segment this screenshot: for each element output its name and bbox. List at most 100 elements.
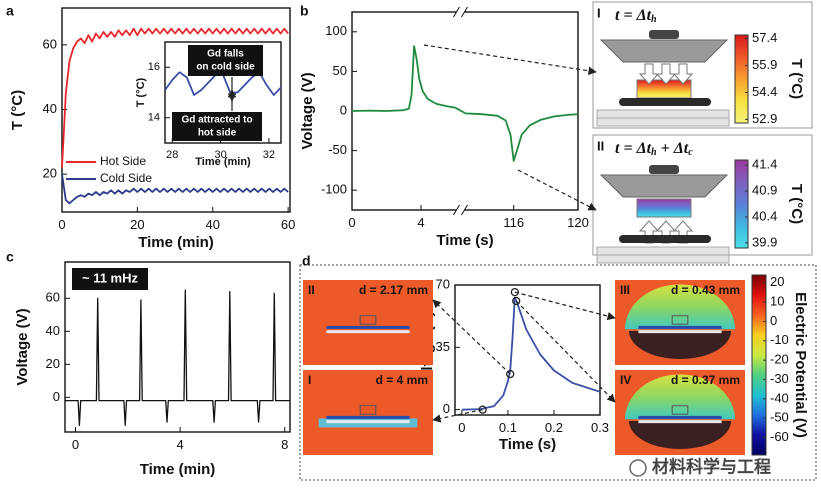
y-tick-label: 35 [436,339,450,354]
axis-break-mark [461,204,468,216]
x-tick-label: 4 [417,215,424,230]
colorbar-tick-label: -20 [770,352,789,367]
y-axis-title: T (°C) [135,77,147,107]
device-layer [638,330,722,334]
simulation-image [303,370,433,455]
colorbar-tick-label: 40.4 [752,208,777,223]
y-tick-label: 40 [46,323,60,338]
colorbar-tick-label: 54.4 [752,84,777,99]
inset-frame [592,1,813,129]
x-tick-label: 40 [206,217,220,232]
y-tick-label: -50 [328,142,347,157]
data-line [351,45,579,162]
device-knob [649,165,679,174]
x-tick-label: 116 [503,215,524,230]
y-tick-label: -100 [321,182,347,197]
x-tick-label: 28 [166,149,178,161]
simulation-caption: d = 0.37 mm [671,373,740,387]
inset-label: I [597,5,601,20]
y-axis-title: Voltage (V) [14,308,31,385]
x-tick-label: 4 [176,437,183,452]
heat-arrow [638,63,660,85]
colorbar-tick-label: 55.9 [752,57,777,72]
simulation-caption: d = 4 mm [376,373,428,387]
panel-label: a [6,3,14,19]
x-axis-title: Time (min) [140,461,216,478]
device-layer [326,330,410,334]
x-tick-label: 0.2 [545,420,563,435]
simulation-label: I [308,373,311,387]
x-axis-title: Time (s) [436,232,493,249]
data-marker [512,296,521,306]
colorbar-tick-label: 52.9 [752,111,777,126]
y-tick-label: 70 [436,276,450,291]
x-axis-title: Time (s) [499,436,556,453]
device-knob [649,30,679,39]
text-part: h [651,14,657,25]
colorbar-tick-label: -50 [770,410,789,425]
device-plate [619,235,711,243]
text-part: c [688,147,693,158]
data-marker [510,287,519,297]
x-tick-label: 120 [567,215,589,230]
panel-label: d [302,253,311,269]
simulation-label: II [308,283,315,297]
heat-arrow [672,63,694,85]
watermark: 材料科学与工程 [652,456,771,476]
annotation-box [188,45,263,76]
x-axis-title: Time (min) [138,234,214,251]
watermark-icon [629,459,647,477]
simulation-label: IV [620,373,631,387]
text-part: t = Δt [615,140,652,157]
text-part: h [651,147,657,158]
legend-label: Hot Side [100,154,146,168]
x-tick-label: 0 [348,215,355,230]
device-plate [619,98,711,106]
arrow [423,44,597,75]
x-tick-label: 20 [130,217,144,232]
annotation-text: Gd attracted to [181,115,252,126]
colorbar-tick-label: 39.9 [752,234,777,249]
annotation-box [72,268,148,290]
device-block [636,198,692,218]
x-tick-label: 0 [458,420,465,435]
y-tick-label: 0 [443,401,450,416]
device-layer [326,325,410,329]
legend-label: Cold Side [100,171,152,185]
colorbar [734,34,749,124]
field-dome [625,374,735,420]
colorbar-tick-label: -40 [770,390,789,405]
device-outline [671,315,689,325]
x-tick-label: 0.1 [499,420,517,435]
axis-break-mark [453,6,460,18]
arrow [517,169,597,211]
colorbar-title: T (°C) [788,184,805,224]
annotation-box [172,112,262,141]
data-line [61,27,289,168]
x-tick-label: 32 [263,149,275,161]
colorbar-tick-label: -60 [770,429,789,444]
simulation-caption: d = 0.43 mm [671,283,740,297]
colorbar-tick-label: 10 [770,294,784,309]
plot-frame [454,284,601,416]
y-tick-label: 14 [148,112,160,124]
arrow [515,300,616,403]
inset-title: t = Δth + Δtc [615,140,693,159]
device-top-plate [599,39,729,63]
colorbar-tick-label: 0 [770,313,777,328]
arrow [432,299,511,375]
y-tick-label: 50 [333,63,347,78]
x-tick-label: 0 [72,437,79,452]
device-layer [638,415,722,419]
text-part: t = Δt [615,7,652,24]
y-tick-label: 0 [340,102,347,117]
data-line [65,289,290,427]
field-bottom [629,331,731,360]
x-tick-label: 0 [58,217,65,232]
x-tick-label: 8 [281,437,288,452]
annotation-text: Gd falls [207,49,244,60]
device-top-plate [599,174,729,198]
data-marker [506,369,515,379]
device-layer [638,420,722,424]
x-tick-label: 60 [281,217,295,232]
